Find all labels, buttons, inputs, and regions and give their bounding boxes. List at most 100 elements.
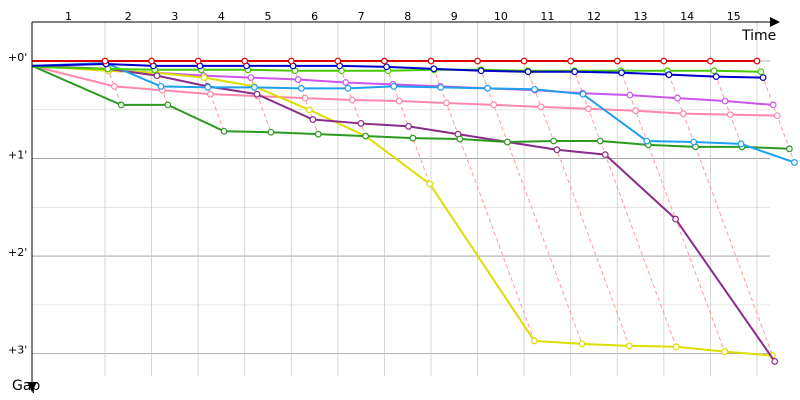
series-line — [31, 65, 761, 73]
x-tick-label: 7 — [358, 10, 365, 23]
point — [409, 134, 417, 142]
point — [390, 82, 398, 90]
y-axis-arrow — [27, 382, 37, 392]
point — [241, 57, 249, 65]
x-axis-label: Time — [741, 28, 776, 44]
point — [721, 97, 729, 105]
point — [287, 57, 295, 65]
x-tick-label: 15 — [727, 10, 741, 23]
point — [643, 137, 651, 145]
point — [771, 358, 779, 365]
point — [220, 127, 228, 135]
x-tick-label: 13 — [634, 10, 648, 23]
point — [710, 67, 718, 75]
point — [164, 101, 172, 109]
x-tick-label: 11 — [540, 10, 554, 23]
point — [584, 105, 592, 113]
series-line — [31, 64, 773, 357]
series-line — [31, 61, 795, 164]
grid — [32, 22, 770, 376]
point — [206, 90, 214, 98]
point — [395, 97, 403, 105]
y-tick-label: +2' — [8, 246, 27, 259]
point — [625, 342, 633, 350]
point — [110, 82, 118, 90]
point — [726, 111, 734, 119]
point — [294, 76, 302, 83]
lap-link — [616, 60, 726, 352]
x-tick-label: 1 — [65, 10, 72, 23]
x-tick-label: 10 — [494, 10, 508, 23]
point — [247, 74, 255, 81]
point — [791, 159, 798, 166]
y-tick-label: +3' — [8, 344, 27, 357]
point — [153, 72, 161, 80]
point — [456, 135, 464, 143]
point — [571, 68, 579, 76]
point — [427, 57, 435, 65]
point — [504, 138, 511, 146]
point — [437, 83, 445, 91]
point — [567, 57, 575, 65]
point — [579, 90, 587, 98]
point — [314, 130, 322, 138]
point — [550, 137, 558, 145]
x-tick-label: 8 — [404, 10, 411, 23]
point — [101, 57, 109, 65]
point — [200, 74, 208, 81]
point — [553, 146, 561, 154]
point — [759, 74, 767, 81]
series-lines — [31, 57, 798, 365]
point — [721, 348, 728, 356]
point — [253, 90, 261, 98]
x-tick-label: 3 — [171, 10, 178, 23]
point — [737, 140, 745, 148]
y-tick-label: +0' — [8, 51, 27, 64]
lap-links — [104, 60, 795, 362]
x-tick-label: 9 — [451, 10, 458, 23]
point — [665, 71, 673, 79]
point — [405, 122, 412, 130]
y-tick-label: +1' — [8, 149, 27, 162]
point — [626, 91, 634, 99]
point — [204, 83, 212, 91]
point — [301, 94, 309, 102]
point — [157, 82, 165, 90]
x-tick-label: 2 — [125, 10, 132, 23]
point — [601, 151, 609, 159]
point — [357, 120, 365, 127]
point — [785, 145, 793, 153]
x-axis-arrow — [770, 17, 780, 27]
x-tick-label: 12 — [587, 10, 601, 23]
point — [531, 85, 538, 93]
point — [757, 68, 765, 76]
point — [674, 94, 681, 102]
point — [769, 101, 777, 109]
point — [251, 83, 258, 91]
point — [530, 337, 538, 345]
point — [477, 67, 485, 75]
point — [426, 180, 434, 188]
point — [344, 84, 352, 92]
point — [613, 57, 621, 65]
point — [753, 57, 761, 65]
point — [430, 65, 438, 73]
lap-link — [663, 60, 776, 362]
x-tick-label: 14 — [680, 10, 694, 23]
point — [297, 84, 305, 92]
point — [194, 57, 202, 65]
x-tick-label: 6 — [311, 10, 318, 23]
x-tick-label: 4 — [218, 10, 225, 23]
point — [618, 69, 625, 77]
point — [578, 340, 586, 348]
point — [443, 99, 450, 107]
tick-labels: +0'+1'+2'+3'1 2 3 4 5 6 7 8 9 10 11 12 13 14 15 — [8, 10, 741, 357]
point — [672, 343, 680, 351]
point — [596, 137, 604, 145]
point — [474, 57, 481, 65]
point — [707, 57, 714, 65]
point — [690, 138, 698, 146]
point — [679, 110, 687, 118]
point — [334, 57, 342, 65]
